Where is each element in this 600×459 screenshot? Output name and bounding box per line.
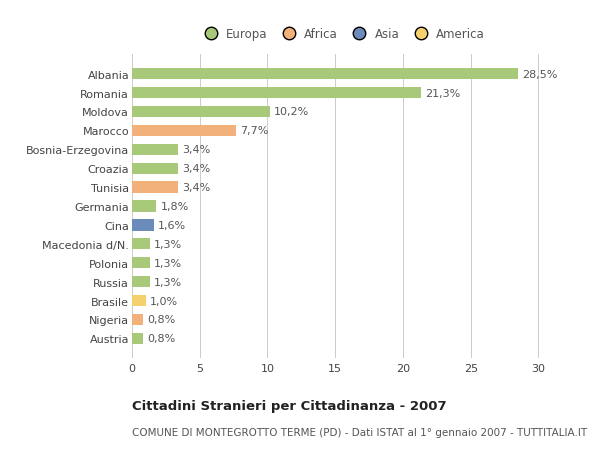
Bar xyxy=(132,295,146,307)
Bar xyxy=(132,314,143,325)
Bar xyxy=(132,144,178,156)
Text: 1,6%: 1,6% xyxy=(158,220,186,230)
Text: 1,8%: 1,8% xyxy=(160,202,189,212)
Text: COMUNE DI MONTEGROTTO TERME (PD) - Dati ISTAT al 1° gennaio 2007 - TUTTITALIA.IT: COMUNE DI MONTEGROTTO TERME (PD) - Dati … xyxy=(132,427,587,437)
Text: 7,7%: 7,7% xyxy=(241,126,269,136)
Text: 1,0%: 1,0% xyxy=(149,296,178,306)
Text: 1,3%: 1,3% xyxy=(154,258,182,268)
Text: 28,5%: 28,5% xyxy=(522,69,557,79)
Bar xyxy=(132,182,178,193)
Legend: Europa, Africa, Asia, America: Europa, Africa, Asia, America xyxy=(197,25,487,43)
Bar xyxy=(132,276,149,288)
Text: 3,4%: 3,4% xyxy=(182,145,211,155)
Bar xyxy=(132,333,143,344)
Text: 1,3%: 1,3% xyxy=(154,239,182,249)
Text: 10,2%: 10,2% xyxy=(274,107,310,117)
Bar xyxy=(132,163,178,174)
Text: Cittadini Stranieri per Cittadinanza - 2007: Cittadini Stranieri per Cittadinanza - 2… xyxy=(132,399,446,412)
Text: 21,3%: 21,3% xyxy=(425,89,460,98)
Text: 0,8%: 0,8% xyxy=(147,334,175,344)
Bar xyxy=(132,69,518,80)
Text: 0,8%: 0,8% xyxy=(147,315,175,325)
Text: 1,3%: 1,3% xyxy=(154,277,182,287)
Bar xyxy=(132,106,270,118)
Text: 3,4%: 3,4% xyxy=(182,183,211,193)
Bar xyxy=(132,257,149,269)
Text: 3,4%: 3,4% xyxy=(182,164,211,174)
Bar xyxy=(132,88,421,99)
Bar xyxy=(132,239,149,250)
Bar xyxy=(132,220,154,231)
Bar xyxy=(132,201,157,212)
Bar xyxy=(132,125,236,137)
